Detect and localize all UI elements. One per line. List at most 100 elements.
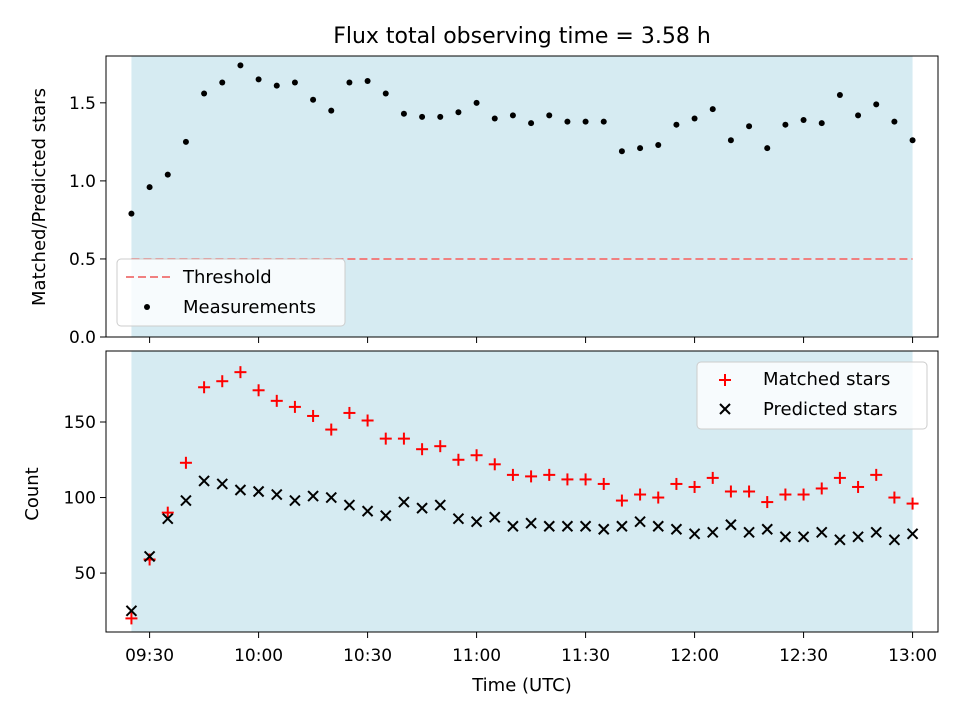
predicted-star-point bbox=[816, 526, 828, 538]
predicted-star-point bbox=[325, 491, 337, 504]
bottom-x-ticks: 09:30 10:00 10:30 11:00 11:30 12:00 12:30 13:00 bbox=[125, 632, 937, 666]
matched-star-point bbox=[870, 468, 883, 481]
predicted-star-point bbox=[834, 534, 846, 546]
matched-star-point bbox=[852, 480, 865, 493]
measurement-point bbox=[637, 145, 644, 152]
legend-matched-swatch bbox=[719, 374, 731, 386]
predicted-star-point bbox=[761, 523, 773, 535]
measurement-point bbox=[709, 106, 716, 113]
measurement-point bbox=[455, 109, 462, 116]
measurement-point bbox=[564, 118, 571, 125]
top-panel-frame bbox=[105, 55, 939, 338]
top-legend: Threshold Measurements bbox=[116, 258, 346, 327]
measurement-point bbox=[419, 113, 426, 120]
predicted-star-point bbox=[234, 484, 247, 496]
predicted-star-point bbox=[634, 516, 646, 528]
matched-star-point bbox=[615, 494, 628, 507]
matched-star-point bbox=[379, 432, 392, 445]
predicted-star-point bbox=[779, 531, 792, 543]
top-x-ticks bbox=[149, 337, 914, 343]
predicted-star-point bbox=[416, 502, 428, 514]
measurement-point bbox=[727, 137, 734, 144]
top-y-tick-label: 1.0 bbox=[69, 172, 96, 192]
matched-star-point bbox=[815, 482, 828, 495]
matched-star-point bbox=[579, 473, 592, 486]
x-axis-label: Time (UTC) bbox=[471, 675, 572, 696]
measurement-point bbox=[473, 99, 480, 106]
measurement-point bbox=[655, 141, 662, 148]
x-tick-label: 12:30 bbox=[779, 646, 828, 666]
matched-star-point bbox=[706, 471, 719, 484]
measurement-point bbox=[273, 82, 280, 89]
bottom-y-axis-label: Count bbox=[22, 467, 43, 520]
predicted-star-point bbox=[252, 485, 265, 498]
measurement-point bbox=[491, 115, 498, 122]
predicted-star-point bbox=[543, 520, 555, 532]
predicted-star-point bbox=[489, 511, 501, 523]
measurement-point bbox=[764, 145, 771, 152]
predicted-star-point bbox=[743, 526, 755, 538]
matched-star-point bbox=[216, 375, 229, 388]
predicted-star-point bbox=[216, 478, 228, 490]
predicted-star-points bbox=[125, 475, 919, 617]
predicted-star-point bbox=[652, 520, 664, 532]
predicted-star-point bbox=[289, 494, 301, 507]
predicted-star-point bbox=[598, 523, 610, 535]
measurement-point bbox=[836, 92, 843, 99]
measurement-point bbox=[164, 171, 171, 178]
measurement-point bbox=[310, 96, 317, 103]
matched-star-point bbox=[779, 488, 792, 501]
predicted-star-point bbox=[906, 528, 919, 540]
matched-star-point bbox=[561, 473, 574, 486]
bottom-panel: 50 100 150 09:30 10:00 10:30 11:00 11:30 12:00 1… bbox=[22, 350, 939, 696]
measurement-point bbox=[873, 101, 880, 108]
bottom-panel-frame bbox=[105, 350, 939, 633]
measurement-points bbox=[128, 62, 916, 217]
predicted-star-point bbox=[361, 505, 374, 517]
measurement-point bbox=[673, 121, 680, 128]
top-legend-box bbox=[116, 258, 346, 327]
measurement-point bbox=[528, 120, 535, 127]
top-y-ticks: 0.0 0.5 1.0 1.5 bbox=[69, 94, 106, 348]
x-tick-label: 12:00 bbox=[670, 646, 719, 666]
measurement-point bbox=[255, 76, 262, 83]
measurement-point bbox=[891, 118, 898, 125]
predicted-star-point bbox=[670, 523, 683, 535]
matched-star-point bbox=[525, 470, 538, 483]
measurement-point bbox=[128, 210, 135, 217]
matched-star-point bbox=[234, 366, 247, 379]
measurement-point bbox=[400, 110, 407, 117]
measurement-point bbox=[855, 112, 862, 119]
bottom-legend: Matched stars Predicted stars bbox=[696, 361, 928, 430]
predicted-star-point bbox=[343, 499, 356, 511]
matched-star-point bbox=[270, 394, 283, 407]
measurement-point bbox=[818, 120, 825, 127]
x-tick-label: 10:30 bbox=[343, 646, 392, 666]
measurement-point bbox=[618, 148, 625, 155]
predicted-star-point bbox=[143, 550, 156, 563]
matched-star-point bbox=[361, 414, 374, 427]
matched-star-point bbox=[743, 485, 756, 498]
matched-star-point bbox=[397, 432, 410, 445]
matched-star-point bbox=[833, 471, 846, 484]
predicted-star-point bbox=[398, 496, 410, 508]
top-y-tick-label: 1.5 bbox=[69, 94, 96, 114]
measurement-point bbox=[800, 117, 807, 124]
predicted-star-point bbox=[271, 488, 283, 501]
bottom-y-tick-label: 100 bbox=[64, 489, 96, 509]
predicted-star-point bbox=[380, 509, 392, 522]
measurement-point bbox=[909, 137, 916, 144]
matched-star-point bbox=[125, 612, 138, 625]
bottom-y-tick-label: 50 bbox=[74, 564, 96, 584]
measurement-point bbox=[582, 118, 589, 125]
measurement-point bbox=[346, 79, 353, 86]
matched-star-point bbox=[506, 468, 519, 481]
measurement-point bbox=[782, 121, 789, 128]
predicted-star-point bbox=[725, 519, 737, 531]
predicted-star-point bbox=[797, 531, 810, 543]
legend-predicted-label: Predicted stars bbox=[763, 399, 897, 420]
measurement-point bbox=[182, 138, 189, 145]
matched-star-point bbox=[688, 480, 701, 493]
matched-star-point bbox=[488, 458, 501, 471]
